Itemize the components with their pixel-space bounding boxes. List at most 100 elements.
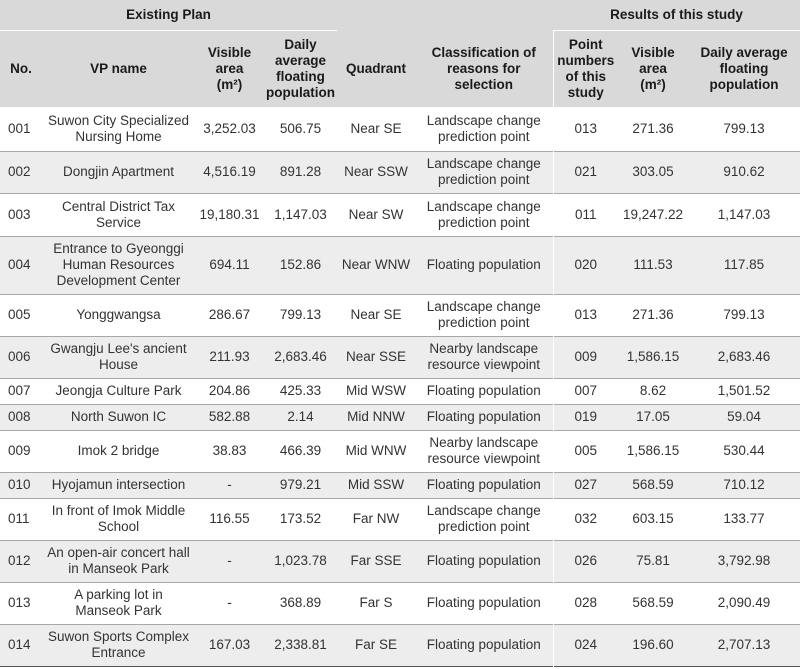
cell-quadrant: Far SE [337, 624, 416, 666]
cell-classification: Nearby landscape resource viewpoint [415, 336, 554, 378]
cell-visible-area: 3,252.03 [203, 120, 256, 136]
cell-vp-name: Central District Tax Service [61, 198, 176, 230]
table-row: 013 A parking lot in Manseok Park - 368.89 F… [0, 582, 800, 624]
cell-quadrant: Far S [359, 595, 393, 610]
cell-visible-area: 204.86 [208, 383, 251, 398]
cell-visible-area: 19,180.31 [199, 206, 260, 222]
cell-classification: Floating population [415, 404, 554, 430]
cell-vp-name: Jeongja Culture Park [55, 383, 182, 398]
cell-visible-area2: 603.15 [632, 511, 674, 526]
cell-vp-name: North Suwon IC [42, 404, 195, 430]
col-quadrant-header: Quadrant [337, 30, 416, 107]
col-no-header: No. [0, 30, 42, 107]
col-visible-area2-unit: (m²) [640, 77, 666, 92]
cell-visible-area: - [195, 540, 264, 582]
col-visible-area-unit: (m²) [216, 77, 243, 92]
cell-visible-area: - [195, 472, 264, 498]
cell-daily-pop2: 59.04 [688, 404, 800, 430]
cell-classification: Floating population [415, 236, 554, 294]
cell-no: 010 [0, 472, 42, 498]
cell-daily-pop2: 2,090.49 [717, 595, 771, 610]
cell-vp-name: Suwon City Specialized Nursing Home [47, 112, 190, 144]
cell-visible-area2: 568.59 [632, 595, 674, 610]
cell-daily-pop: 173.52 [279, 511, 322, 526]
cell-no: 006 [0, 336, 42, 378]
cell-vp-name: Suwon Sports Complex Entrance [42, 624, 195, 666]
cell-daily-pop: 152.86 [264, 236, 338, 294]
col-daily-pop2-header: Daily average floating population [688, 30, 800, 107]
cell-visible-area: 211.93 [195, 336, 264, 378]
cell-vp-name: In front of Imok Middle School [51, 503, 186, 534]
cell-visible-area: 38.83 [212, 443, 247, 458]
cell-quadrant: Near WNW [337, 236, 416, 294]
cell-no: 014 [0, 624, 42, 666]
cell-visible-area2: 75.81 [618, 540, 689, 582]
table-row: 007 Jeongja Culture Park 204.86 425.33 Mid W… [0, 378, 800, 404]
cell-vp-name: Hyojamun intersection [42, 472, 195, 498]
cell-no: 008 [0, 404, 42, 430]
cell-no: 003 [8, 206, 31, 222]
cell-visible-area2: 568.59 [618, 472, 689, 498]
column-header-row: No. VP name Visible area (m²) Daily avera… [0, 30, 800, 107]
cell-classification: Landscape change prediction point [426, 112, 541, 144]
group-header-row: Existing Plan Results of this study [0, 0, 800, 31]
cell-visible-area: 694.11 [195, 236, 264, 294]
cell-no: 002 [0, 151, 42, 193]
cell-daily-pop: 2,338.81 [264, 624, 338, 666]
cell-visible-area2: 1,586.15 [626, 443, 680, 458]
table-row: 012 An open-air concert hall in Manseok P… [0, 540, 800, 582]
cell-visible-area2: 196.60 [618, 624, 689, 666]
cell-vp-name: An open-air concert hall in Manseok Park [42, 540, 195, 582]
results-header: Results of this study [553, 0, 800, 31]
cell-visible-area2: 1,586.15 [618, 336, 689, 378]
cell-daily-pop: 2.14 [264, 404, 338, 430]
cell-no: 011 [8, 511, 30, 526]
table-row: 006 Gwangju Lee's ancient House 211.93 2,68… [0, 336, 800, 378]
col-visible-area2-label: Visible area [631, 45, 675, 76]
cell-point-number: 024 [552, 624, 619, 666]
cell-daily-pop: 891.28 [264, 151, 338, 193]
cell-daily-pop: 799.13 [279, 307, 322, 322]
col-visible-area2-header: Visible area (m²) [618, 30, 689, 107]
cell-visible-area2: 303.05 [618, 151, 689, 193]
cell-point-number: 020 [552, 236, 619, 294]
cell-point-number: 013 [552, 107, 619, 151]
cell-vp-name: A parking lot in Manseok Park [74, 587, 163, 618]
cell-point-number: 032 [552, 498, 619, 540]
cell-quadrant: Near SSE [337, 336, 416, 378]
cell-classification: Landscape change prediction point [426, 299, 541, 330]
cell-visible-area2: 271.36 [632, 307, 674, 322]
cell-classification: Nearby landscape resource viewpoint [427, 435, 541, 466]
cell-daily-pop2: 2,707.13 [688, 624, 800, 666]
col-visible-area-label: Visible area [207, 45, 252, 76]
cell-daily-pop2: 530.44 [723, 443, 765, 458]
cell-classification: Landscape change prediction point [426, 503, 541, 534]
table-row: 010 Hyojamun intersection -979.21 Mid SSW Fl… [0, 472, 800, 498]
table-row: 014 Suwon Sports Complex Entrance 167.03 2,… [0, 624, 800, 666]
cell-quadrant: Near SW [348, 206, 404, 222]
cell-visible-area2: 19,247.22 [623, 206, 684, 222]
table-row: 009 Imok 2 bridge 38.83 466.39 Mid WNW Nearby… [0, 430, 800, 472]
table-row: 003 Central District Tax Service 19,180.31… [0, 193, 800, 236]
cell-daily-pop: 506.75 [279, 120, 322, 136]
cell-no: 009 [8, 443, 31, 458]
cell-visible-area2: 111.53 [618, 236, 689, 294]
cell-point-number: 007 [552, 378, 619, 404]
table-row: 001 Suwon City Specialized Nursing Home 3,… [0, 107, 800, 151]
cell-no: 012 [0, 540, 42, 582]
table-row: 004 Entrance to Gyeonggi Human Resources … [0, 236, 800, 294]
cell-no: 013 [8, 595, 31, 610]
cell-daily-pop2: 710.12 [688, 472, 800, 498]
cell-no: 005 [8, 307, 31, 322]
cell-no: 004 [0, 236, 42, 294]
cell-point-number: 005 [552, 430, 619, 472]
cell-visible-area: 286.67 [208, 307, 251, 322]
table-row: 002 Dongjin Apartment 4,516.19 891.28 Near S… [0, 151, 800, 193]
cell-daily-pop: 1,023.78 [264, 540, 338, 582]
cell-daily-pop: 425.33 [279, 383, 322, 398]
cell-no: 001 [8, 120, 31, 136]
cell-daily-pop: 1,147.03 [274, 206, 327, 222]
existing-plan-header: Existing Plan [0, 0, 338, 31]
cell-daily-pop2: 117.85 [688, 236, 800, 294]
